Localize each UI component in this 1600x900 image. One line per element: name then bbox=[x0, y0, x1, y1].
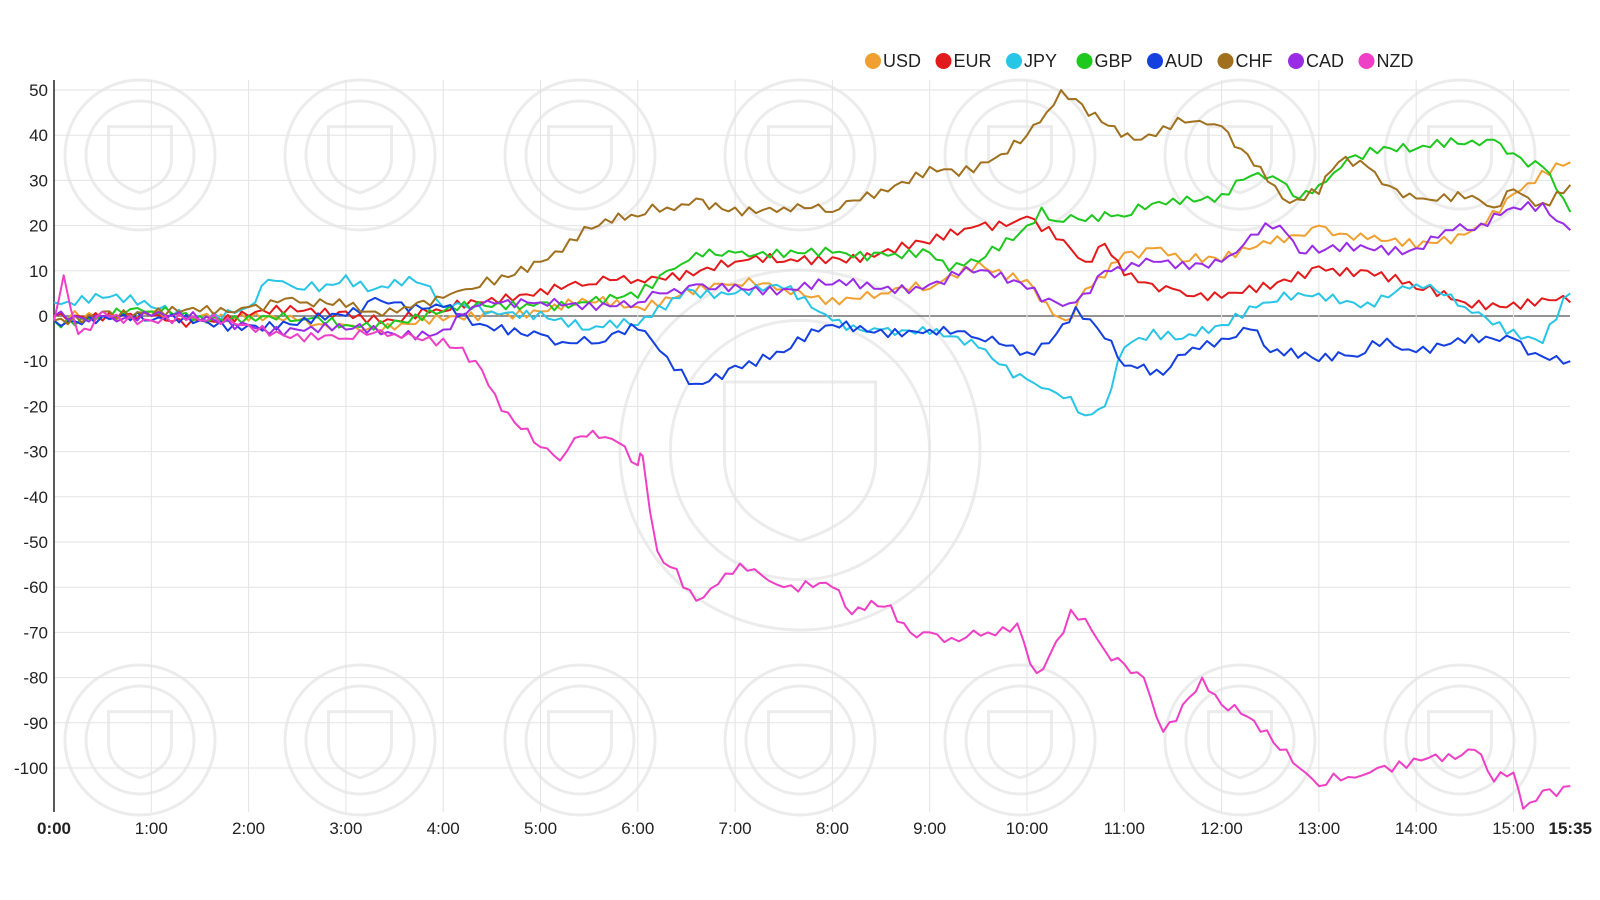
legend: USD EUR JPY GBP AUD CHF CAD NZD bbox=[865, 51, 1414, 71]
watermark-seal bbox=[1383, 663, 1537, 817]
watermark-seal bbox=[503, 663, 657, 817]
legend-label: JPY bbox=[1024, 51, 1057, 71]
watermark-seal bbox=[943, 663, 1097, 817]
legend-item-eur: EUR bbox=[935, 51, 992, 71]
x-tick-label: 5:00 bbox=[524, 819, 557, 838]
y-tick-label: 50 bbox=[29, 81, 48, 100]
x-tick-label: 3:00 bbox=[329, 819, 362, 838]
legend-item-chf: CHF bbox=[1217, 51, 1273, 71]
y-tick-label: -90 bbox=[23, 714, 48, 733]
watermark-layer bbox=[63, 78, 1537, 817]
watermark-seal bbox=[283, 78, 437, 232]
watermark-seal bbox=[723, 663, 877, 817]
y-tick-label: -60 bbox=[23, 578, 48, 597]
watermark-seal bbox=[63, 78, 217, 232]
series-lines bbox=[53, 89, 1572, 810]
watermark-seal bbox=[283, 663, 437, 817]
series-line-cad bbox=[53, 201, 1571, 341]
x-tick-label: 12:00 bbox=[1200, 819, 1243, 838]
y-tick-label: -30 bbox=[23, 443, 48, 462]
legend-item-gbp: GBP bbox=[1076, 51, 1133, 71]
series-line-nzd bbox=[53, 274, 1571, 810]
watermark-seal bbox=[503, 78, 657, 232]
legend-item-usd: USD bbox=[865, 51, 921, 71]
legend-label: CAD bbox=[1306, 51, 1344, 71]
watermark-seal bbox=[1163, 78, 1317, 232]
x-tick-label: 14:00 bbox=[1395, 819, 1438, 838]
x-tick-label: 15:00 bbox=[1492, 819, 1535, 838]
y-tick-label: -40 bbox=[23, 488, 48, 507]
x-tick-label: 8:00 bbox=[816, 819, 849, 838]
legend-label: GBP bbox=[1095, 51, 1133, 71]
y-tick-label: -100 bbox=[14, 759, 48, 778]
y-tick-label: -10 bbox=[23, 352, 48, 371]
x-tick-label: 9:00 bbox=[913, 819, 946, 838]
series-line-usd bbox=[53, 161, 1571, 334]
axes: 50 40 30 20 10 0 -10 -20 -30 -40 -50 -60 -70 -80 -90 -1… bbox=[14, 80, 1592, 838]
legend-label: EUR bbox=[954, 51, 992, 71]
legend-swatch bbox=[1076, 53, 1093, 69]
x-tick-label: 15:35 bbox=[1549, 819, 1592, 838]
legend-label: USD bbox=[883, 51, 921, 71]
x-tick-label: 10:00 bbox=[1006, 819, 1049, 838]
series-line-jpy bbox=[53, 274, 1571, 417]
legend-swatch bbox=[935, 53, 952, 69]
legend-label: NZD bbox=[1377, 51, 1414, 71]
x-tick-label: 0:00 bbox=[37, 819, 71, 838]
x-tick-label: 6:00 bbox=[621, 819, 654, 838]
y-tick-label: -50 bbox=[23, 533, 48, 552]
y-tick-label: 20 bbox=[29, 217, 48, 236]
legend-swatch bbox=[1006, 53, 1022, 69]
watermark-seal bbox=[63, 663, 217, 817]
legend-swatch bbox=[1358, 53, 1375, 69]
y-tick-label: 10 bbox=[29, 262, 48, 281]
x-tick-label: 4:00 bbox=[427, 819, 460, 838]
watermark-seal bbox=[618, 268, 982, 632]
watermark-seal bbox=[943, 78, 1097, 232]
x-tick-label: 13:00 bbox=[1298, 819, 1341, 838]
watermark-seal bbox=[1163, 663, 1317, 817]
legend-item-jpy: JPY bbox=[1006, 51, 1057, 71]
x-tick-label: 11:00 bbox=[1104, 819, 1145, 838]
series-line-aud bbox=[53, 296, 1571, 386]
grid-lines bbox=[54, 80, 1570, 812]
series-line-eur bbox=[53, 215, 1571, 328]
y-tick-label: -80 bbox=[23, 669, 48, 688]
y-tick-label: 40 bbox=[29, 126, 48, 145]
x-tick-label: 2:00 bbox=[232, 819, 265, 838]
legend-swatch bbox=[1217, 53, 1234, 69]
legend-swatch bbox=[1147, 53, 1163, 69]
x-tick-label: 1:00 bbox=[135, 819, 168, 838]
y-tick-label: -70 bbox=[23, 623, 48, 642]
y-tick-label: 0 bbox=[39, 307, 48, 326]
x-tick-label: 7:00 bbox=[719, 819, 752, 838]
y-tick-label: -20 bbox=[23, 397, 48, 416]
legend-label: AUD bbox=[1165, 51, 1203, 71]
legend-swatch bbox=[865, 53, 881, 69]
y-tick-label: 30 bbox=[29, 171, 48, 190]
legend-swatch bbox=[1288, 53, 1304, 69]
legend-item-cad: CAD bbox=[1288, 51, 1344, 71]
watermark-seal bbox=[723, 78, 877, 232]
legend-item-aud: AUD bbox=[1147, 51, 1203, 71]
legend-item-nzd: NZD bbox=[1358, 51, 1414, 71]
series-line-chf bbox=[53, 89, 1572, 326]
legend-label: CHF bbox=[1236, 51, 1273, 71]
